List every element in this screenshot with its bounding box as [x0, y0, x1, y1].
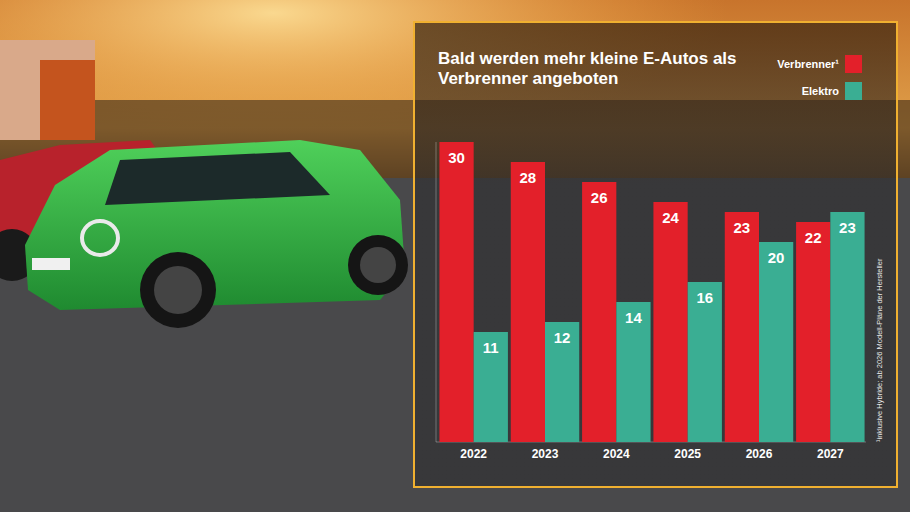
data-label: 23	[734, 219, 751, 236]
bar	[653, 202, 687, 442]
data-label: 11	[483, 339, 499, 356]
title-line: Bald werden mehr kleine E-Autos als	[438, 49, 737, 68]
bars	[439, 142, 864, 442]
x-tick-label: 2025	[674, 447, 701, 461]
x-tick-label: 2027	[817, 447, 844, 461]
data-label: 30	[448, 149, 465, 166]
legend-swatch	[845, 82, 862, 100]
background	[0, 0, 910, 512]
bar	[582, 182, 616, 442]
data-label: 16	[696, 289, 713, 306]
bar	[545, 322, 579, 442]
x-tick-label: 2022	[460, 447, 487, 461]
bar	[688, 282, 722, 442]
bar	[474, 332, 508, 442]
data-label: 12	[554, 329, 571, 346]
title-line: Verbrenner angeboten	[438, 69, 618, 88]
bar	[439, 142, 473, 442]
bar	[796, 222, 830, 442]
data-label: 22	[805, 229, 822, 246]
data-label: 26	[591, 189, 608, 206]
y-axis-line	[436, 142, 437, 442]
legend-label: Verbrenner¹	[777, 58, 839, 70]
chart-panel	[414, 22, 897, 487]
data-label: 23	[839, 219, 856, 236]
x-tick-label: 2026	[746, 447, 773, 461]
x-tick-label: 2024	[603, 447, 630, 461]
data-label: 14	[625, 309, 642, 326]
footnote: ¹inklusive Hybride; ab 2026 Modell-Pläne…	[875, 258, 884, 442]
data-labels: 30 28 26 24 23 22 11 12 14 16 20 23	[448, 149, 856, 356]
data-label: 20	[768, 249, 785, 266]
data-label: 24	[662, 209, 679, 226]
bar	[616, 302, 650, 442]
legend-label: Elektro	[802, 85, 840, 97]
plot: 3028262423221112141620232022202320242025…	[436, 49, 884, 461]
bar	[725, 212, 759, 442]
legend-swatch	[845, 55, 862, 73]
data-label: 28	[520, 169, 537, 186]
bar	[759, 242, 793, 442]
bar	[830, 212, 864, 442]
chart-root: 3028262423221112141620232022202320242025…	[0, 0, 910, 512]
x-tick-label: 2023	[532, 447, 559, 461]
title: Bald werden mehr kleine E-Autos alsVerbr…	[438, 49, 737, 88]
bar	[511, 162, 545, 442]
